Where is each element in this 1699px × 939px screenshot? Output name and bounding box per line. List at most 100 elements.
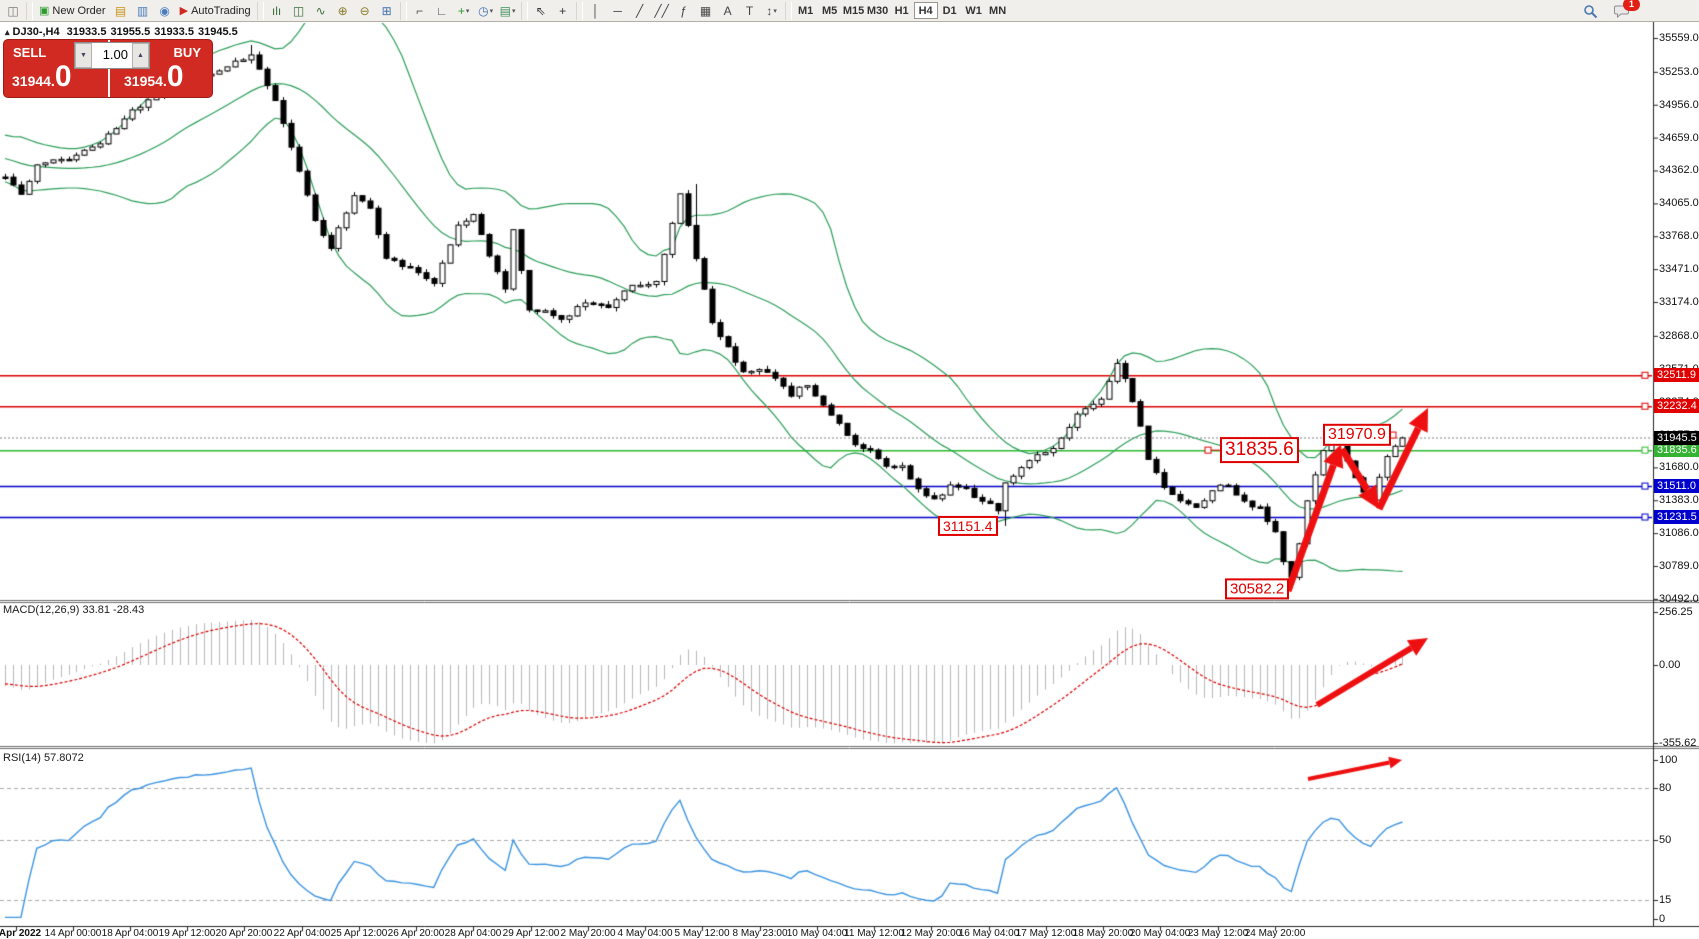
template-icon-caret[interactable]: ▾ <box>512 7 516 15</box>
time-axis-label: 20 May 04:00 <box>1129 928 1191 939</box>
history-center-icon[interactable]: ▤ <box>110 2 132 20</box>
template-icon[interactable]: ▤ ▾ <box>497 2 519 20</box>
period-clock-icon[interactable]: ◷ ▾ <box>475 2 497 20</box>
cursor-icon[interactable]: ⇖ <box>530 2 552 20</box>
data-window-icon: ⌐ <box>416 3 424 18</box>
hline-price-badge: 31835.6 <box>1654 443 1699 458</box>
sell-price-int: 31944. <box>12 73 55 89</box>
time-axis-label: 29 Apr 12:00 <box>502 928 560 939</box>
search-icon[interactable] <box>1579 2 1601 20</box>
add-indicator-icon-caret[interactable]: ▾ <box>465 7 470 15</box>
time-axis-label: 18 May 20:00 <box>1072 928 1134 939</box>
hline-price-badge: 31511.0 <box>1654 479 1699 494</box>
time-axis-label: 28 Apr 04:00 <box>444 928 502 939</box>
crosshair-icon[interactable]: + <box>552 2 574 20</box>
chart-window-icon[interactable]: ◫ <box>2 2 24 20</box>
bar-chart-icon[interactable]: ılı <box>266 2 288 20</box>
data-window-icon[interactable]: ⌐ <box>409 2 431 20</box>
tile-windows-icon[interactable]: ⊞ <box>376 2 398 20</box>
timeframe-m5[interactable]: M5 <box>821 4 838 17</box>
zoom-out-icon[interactable]: ⊖ <box>354 2 376 20</box>
price-axis-label: 33768.0 <box>1659 230 1699 243</box>
new-order-button: ▣ <box>39 5 50 17</box>
buy-button-label[interactable]: BUY <box>173 45 201 60</box>
bar-low: 31933.5 <box>154 26 194 38</box>
time-axis-label: 23 May 12:00 <box>1187 928 1249 939</box>
arrows-tool-icon[interactable]: ↕ ▾ <box>761 2 783 20</box>
fibonacci-icon[interactable]: ƒ <box>673 2 695 20</box>
price-annotation[interactable]: 31151.4 <box>938 515 998 536</box>
volume-decrease-button[interactable]: ▼ <box>75 43 92 68</box>
time-axis-label: 8 May 23:00 <box>732 928 788 939</box>
current-price-badge: 31945.5 <box>1654 430 1699 445</box>
cursor-icon: ⇖ <box>535 3 546 18</box>
chart-window-icon: ◫ <box>7 3 19 18</box>
chat-icon[interactable]: 1 <box>1611 0 1640 20</box>
price-axis-label: 31680.0 <box>1659 461 1699 474</box>
price-axis-label: 31383.0 <box>1659 494 1699 507</box>
volume-increase-button[interactable]: ▲ <box>132 43 149 68</box>
add-indicator-icon: + <box>457 3 465 18</box>
buy-price[interactable]: 31954.0 <box>124 60 183 94</box>
channel-icon: ╱╱ <box>654 3 669 18</box>
timeframe-h4[interactable]: H4 <box>913 2 938 19</box>
time-axis-label: 11 May 12:00 <box>844 928 904 939</box>
vertical-line-icon: │ <box>591 3 600 18</box>
horizontal-line-icon[interactable]: ─ <box>607 2 629 20</box>
macd-axis-label: 256.25 <box>1659 606 1693 618</box>
time-axis-label: 16 May 04:00 <box>958 928 1020 939</box>
new-order-button[interactable]: ▣ New Order <box>35 2 110 20</box>
horizontal-line-icon: ─ <box>613 3 622 18</box>
price-annotation[interactable]: 31970.9 <box>1323 423 1391 447</box>
price-axis-label: 35253.0 <box>1659 65 1699 78</box>
timeframe-w1[interactable]: W1 <box>965 4 982 17</box>
time-axis-label: 24 May 20:00 <box>1244 928 1306 939</box>
timeframe-m15[interactable]: M15 <box>842 4 865 17</box>
toolbar-separator <box>26 1 33 20</box>
rsi-axis-label: 80 <box>1659 782 1672 794</box>
rsi-axis-label: 15 <box>1659 894 1672 906</box>
time-axis-label: 26 Apr 20:00 <box>387 928 445 939</box>
candlestick-chart-icon[interactable]: ◫ <box>288 2 310 20</box>
autotrading-button[interactable]: ▶ AutoTrading <box>176 2 255 20</box>
arrows-tool-icon-caret[interactable]: ▾ <box>773 7 777 15</box>
trendline-icon[interactable]: ╱ <box>629 2 651 20</box>
timeframe-mn[interactable]: MN <box>989 4 1007 17</box>
price-annotation[interactable]: 30582.2 <box>1225 578 1290 600</box>
vertical-line-icon[interactable]: │ <box>585 2 607 20</box>
global-variables-icon[interactable]: ▥ <box>132 2 154 20</box>
history-center-icon: ▤ <box>114 3 127 18</box>
channel-icon[interactable]: ╱╱ <box>651 2 673 20</box>
timeframe-m1[interactable]: M1 <box>797 4 814 17</box>
zoom-in-icon[interactable]: ⊕ <box>332 2 354 20</box>
toolbar-separator <box>399 1 407 20</box>
bar-close: 31945.5 <box>197 26 238 38</box>
price-annotation[interactable]: 31835.6 <box>1220 437 1299 464</box>
volume-box: ▼ 1.00 ▲ <box>74 42 150 69</box>
volume-value[interactable]: 1.00 <box>102 47 128 62</box>
time-axis-label: 4 May 04:00 <box>617 928 673 939</box>
toolbar-separator <box>520 1 528 20</box>
hline-price-badge: 31231.5 <box>1654 510 1699 525</box>
time-axis-label: 10 May 04:00 <box>786 928 848 939</box>
macd-axis-label: -355.62 <box>1659 737 1697 749</box>
text-label-icon[interactable]: T <box>739 2 761 20</box>
add-indicator-icon[interactable]: + ▾ <box>453 2 475 20</box>
timeframe-h1[interactable]: H1 <box>894 4 909 17</box>
toolbar-separator <box>784 1 792 20</box>
sell-price[interactable]: 31944.0 <box>12 60 71 94</box>
timeframe-d1[interactable]: D1 <box>942 4 957 17</box>
timeframe-m30[interactable]: M30 <box>866 4 889 17</box>
time-axis-label: 5 May 12:00 <box>674 928 730 939</box>
text-icon[interactable]: A <box>717 2 739 20</box>
trendline-icon: ╱ <box>635 3 644 18</box>
signals-icon: ◉ <box>159 3 170 18</box>
sell-button-label[interactable]: SELL <box>13 45 47 60</box>
signals-icon[interactable]: ◉ <box>154 2 176 20</box>
crosshair-icon: + <box>559 3 567 18</box>
line-chart-icon[interactable]: ∿ <box>310 2 332 20</box>
navigator-icon[interactable]: ∟ <box>431 2 453 20</box>
grid-icon[interactable]: ▦ <box>695 2 717 20</box>
period-clock-icon-caret[interactable]: ▾ <box>489 7 494 15</box>
